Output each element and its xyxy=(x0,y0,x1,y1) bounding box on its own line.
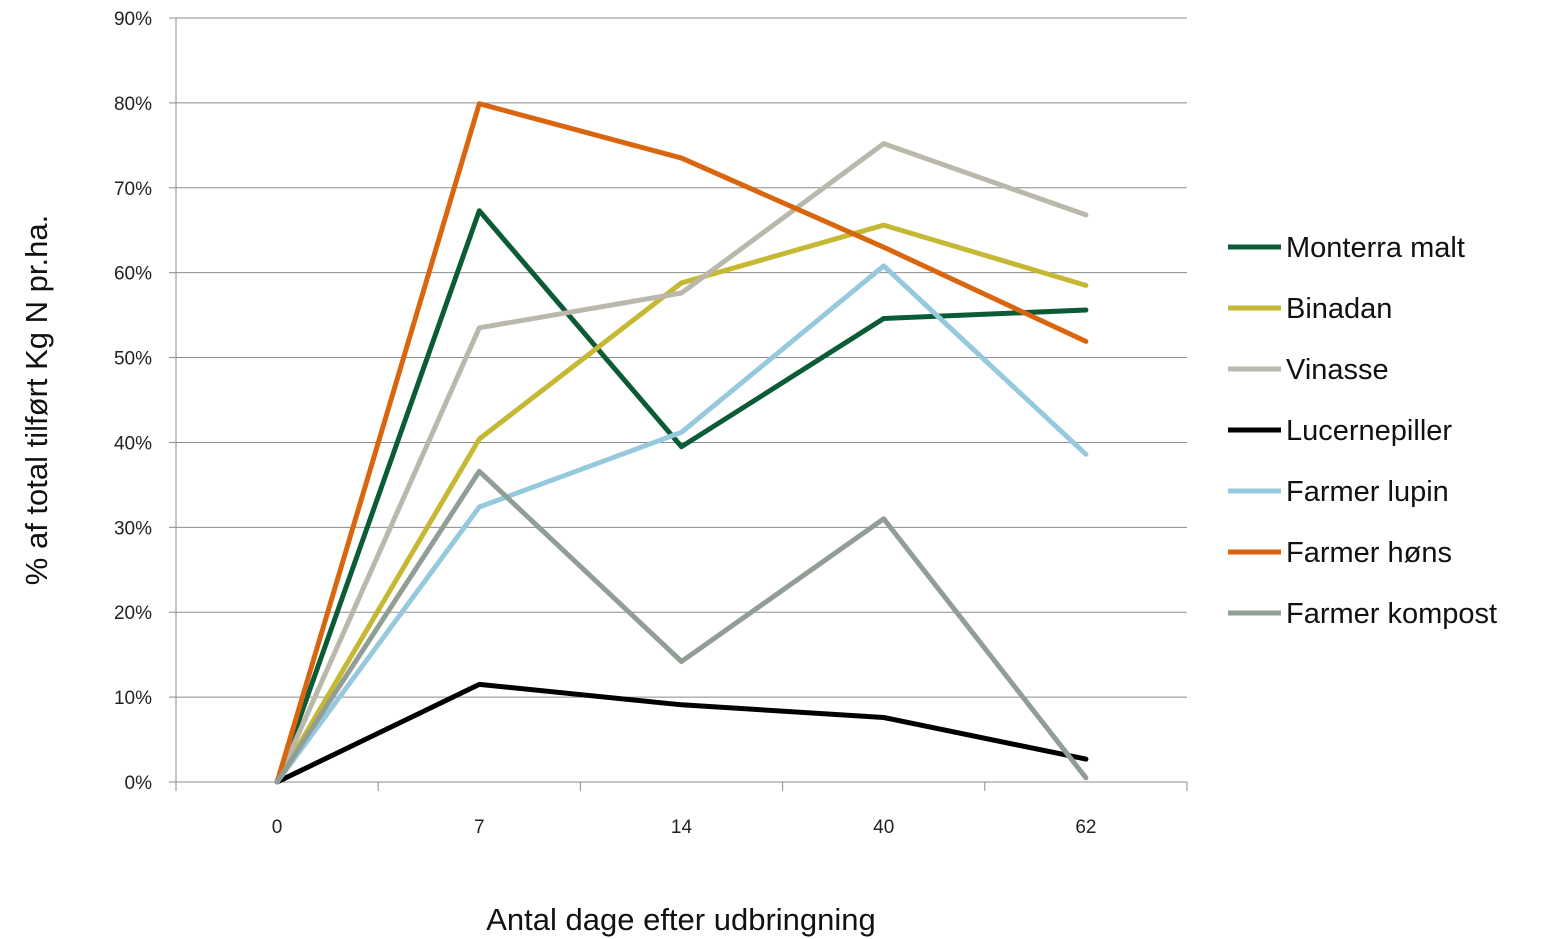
legend-label: Lucernepiller xyxy=(1286,415,1452,447)
y-tick-label: 30% xyxy=(114,518,152,539)
series-line xyxy=(274,101,1089,785)
legend-item: Lucernepiller xyxy=(1228,415,1452,447)
legend-label: Binadan xyxy=(1286,293,1392,325)
x-tick-labels: 0 7 14 40 62 xyxy=(272,817,1097,838)
legend-label: Monterra malt xyxy=(1286,232,1465,264)
y-tick-label: 60% xyxy=(114,264,152,285)
series-line xyxy=(274,222,1089,785)
series-line xyxy=(274,681,1089,785)
legend: Monterra malt Binadan Vinasse Lucernepiller… xyxy=(1228,232,1497,630)
x-tick-label: 7 xyxy=(474,817,485,838)
series-line xyxy=(274,141,1089,785)
series-line xyxy=(274,468,1089,785)
legend-item: Binadan xyxy=(1228,293,1392,325)
y-tick-label: 90% xyxy=(114,9,152,30)
legend-item: Farmer høns xyxy=(1228,537,1452,569)
legend-label: Farmer kompost xyxy=(1286,598,1497,630)
series-line xyxy=(274,208,1089,785)
legend-item: Farmer lupin xyxy=(1228,476,1449,508)
legend-label: Farmer lupin xyxy=(1286,476,1449,508)
y-tick-label: 0% xyxy=(125,773,153,794)
x-axis-title: Antal dage efter udbringning xyxy=(486,902,876,937)
y-tick-label: 10% xyxy=(114,688,152,709)
gridlines xyxy=(176,17,1187,698)
x-tick-label: 62 xyxy=(1075,817,1096,838)
y-tick-label: 70% xyxy=(114,179,152,200)
legend-item: Vinasse xyxy=(1228,354,1389,386)
x-tick-label: 14 xyxy=(671,817,693,838)
axes xyxy=(169,17,1188,791)
y-axis-title: % af total tilført Kg N pr.ha. xyxy=(19,215,54,585)
legend-item: Monterra malt xyxy=(1228,232,1465,264)
x-tick-label: 40 xyxy=(873,817,894,838)
x-tick-label: 0 xyxy=(272,817,283,838)
legend-item: Farmer kompost xyxy=(1228,598,1497,630)
y-tick-label: 50% xyxy=(114,349,152,370)
y-tick-labels: 0% 10% 20% 30% 40% 50% 60% 70% 80% 90% xyxy=(114,9,152,794)
legend-label: Farmer høns xyxy=(1286,537,1452,569)
legend-label: Vinasse xyxy=(1286,354,1389,386)
series-line xyxy=(274,263,1089,785)
y-tick-label: 40% xyxy=(114,433,152,454)
series-lines xyxy=(274,101,1089,785)
y-tick-label: 20% xyxy=(114,603,152,624)
y-tick-label: 80% xyxy=(114,94,152,115)
